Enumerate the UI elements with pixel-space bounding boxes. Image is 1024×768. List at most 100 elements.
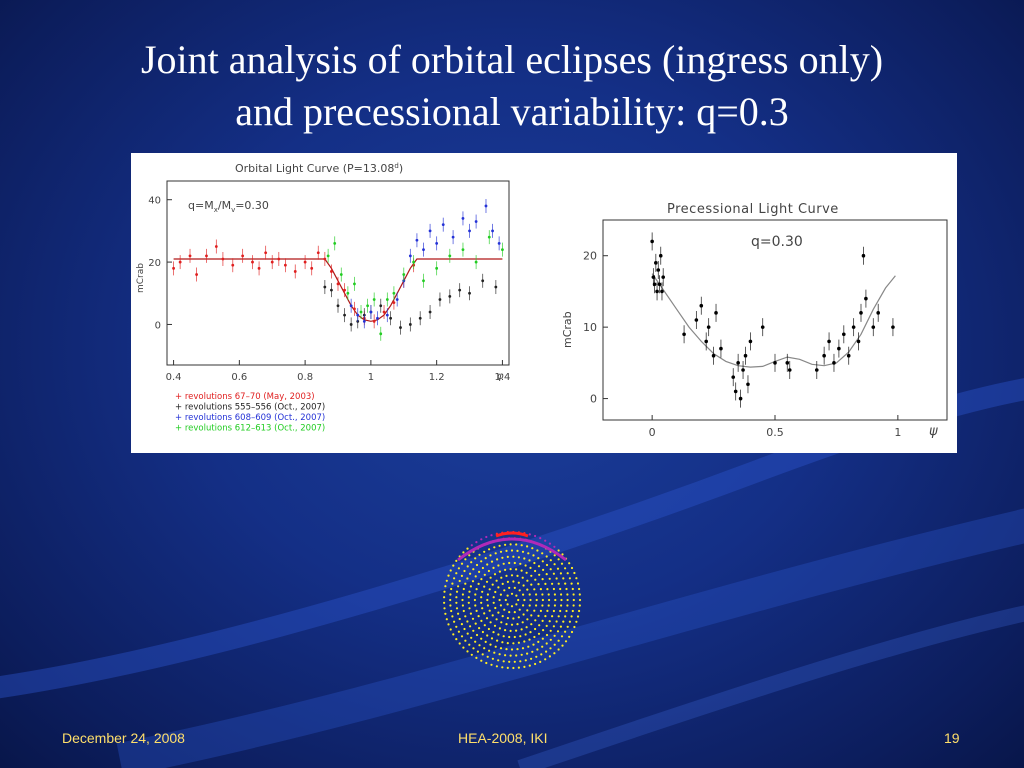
sphere-dot <box>538 573 541 576</box>
sphere-dot <box>481 653 484 656</box>
sphere-dot <box>480 596 483 599</box>
sphere-dot <box>551 615 554 618</box>
left-data-point <box>438 298 442 301</box>
sphere-dot <box>528 559 531 562</box>
sphere-dot <box>553 634 556 637</box>
sphere-dot <box>501 582 504 585</box>
sphere-dot <box>532 554 535 557</box>
sphere-hot-spot <box>495 531 529 538</box>
sphere-dot <box>509 543 512 546</box>
sphere-dot <box>485 661 488 665</box>
right-data-point <box>714 311 718 315</box>
sphere-dot <box>549 629 552 632</box>
sphere-dot <box>566 593 569 596</box>
left-data-point <box>461 248 465 252</box>
sphere-dot <box>526 545 529 548</box>
right-data-point <box>832 361 836 365</box>
sphere-dot <box>559 609 562 613</box>
sphere-dot <box>559 625 562 628</box>
sphere-dot <box>462 587 465 591</box>
sphere-dot <box>545 633 549 637</box>
sphere-dot <box>467 596 470 599</box>
left-data-point <box>487 235 491 239</box>
sphere-dot <box>523 557 526 560</box>
sphere-dot <box>537 614 540 617</box>
left-data-point <box>349 323 353 326</box>
sphere-dot <box>497 564 500 567</box>
left-data-point <box>418 316 422 320</box>
slide-title: Joint analysis of orbital eclipses (ingr… <box>40 34 984 138</box>
right-data-point <box>787 368 792 372</box>
sphere-dot <box>486 604 489 607</box>
sphere-dot <box>449 598 452 602</box>
sphere-dot <box>504 629 507 632</box>
sphere-dot <box>474 640 477 643</box>
sphere-dot <box>541 637 544 640</box>
sphere-dot <box>481 630 484 634</box>
figure-panel: Orbital Light Curve (P=13.08d) q=Mx/Mv=0… <box>131 153 957 453</box>
sphere-dot <box>489 554 492 557</box>
sphere-dot <box>526 588 529 591</box>
sphere-dot <box>483 585 486 588</box>
precessional-q-annotation: q=0.30 <box>751 234 803 250</box>
left-model-curve <box>173 258 503 322</box>
sphere-dot <box>517 666 520 669</box>
sphere-dot <box>552 572 555 575</box>
sphere-dot <box>523 598 526 602</box>
left-data-point <box>461 217 465 220</box>
sphere-dot <box>556 567 560 570</box>
sphere-dot <box>464 582 467 585</box>
sphere-dot <box>527 552 530 555</box>
sphere-dot <box>505 574 508 577</box>
sphere-dot <box>510 623 514 626</box>
sphere-dot <box>531 547 534 550</box>
sphere-dot <box>501 556 504 559</box>
precessional-x-axis-label: ψ <box>929 424 938 439</box>
sphere-dot <box>557 549 560 552</box>
sphere-dot <box>490 637 494 640</box>
sphere-dot <box>512 617 515 620</box>
sphere-dot <box>472 647 475 650</box>
sphere-dot <box>553 554 556 557</box>
sphere-dot <box>533 635 536 639</box>
sphere-dot <box>444 612 447 615</box>
sphere-dot <box>549 647 552 650</box>
sphere-dot <box>447 574 450 577</box>
right-data-point <box>719 346 723 351</box>
sphere-dot <box>506 617 509 620</box>
sphere-dot <box>458 579 461 583</box>
sphere-dot <box>573 571 576 575</box>
sphere-dot <box>486 593 489 596</box>
left-data-point <box>474 260 478 264</box>
sphere-dot <box>570 615 573 618</box>
sphere-dot <box>480 637 483 640</box>
sphere-dot <box>561 553 564 556</box>
sphere-dot <box>528 638 531 641</box>
left-data-point <box>178 260 182 264</box>
sphere-dot <box>535 593 538 596</box>
sphere-dot <box>461 604 464 607</box>
left-data-point <box>372 298 376 301</box>
sphere-dot <box>548 598 551 602</box>
precessional-light-curve-chart: Precessional Light Curve q=0.30 mCrab ψ … <box>561 202 948 439</box>
left-data-point <box>333 241 337 245</box>
sphere-dot <box>486 655 489 658</box>
right-data-point <box>876 311 880 315</box>
sphere-dot <box>576 615 580 618</box>
orbital-x-axis-label: φ <box>497 371 504 382</box>
sphere-dot <box>548 542 551 545</box>
sphere-dot <box>492 566 495 569</box>
sphere-dot <box>494 606 497 610</box>
sphere-dot <box>538 624 541 627</box>
sphere-dot <box>455 596 458 599</box>
sphere-disk-rim <box>457 537 567 562</box>
sphere-dot <box>570 630 574 634</box>
sphere-dot <box>506 666 509 669</box>
sphere-dot <box>470 636 473 639</box>
legend-entry: + revolutions 67–70 (May, 2003) <box>175 392 315 402</box>
sphere-dot <box>485 580 489 583</box>
sphere-dot <box>473 598 476 602</box>
right-data-point <box>891 325 895 329</box>
sphere-dot <box>466 547 469 550</box>
sphere-dot <box>522 584 525 587</box>
